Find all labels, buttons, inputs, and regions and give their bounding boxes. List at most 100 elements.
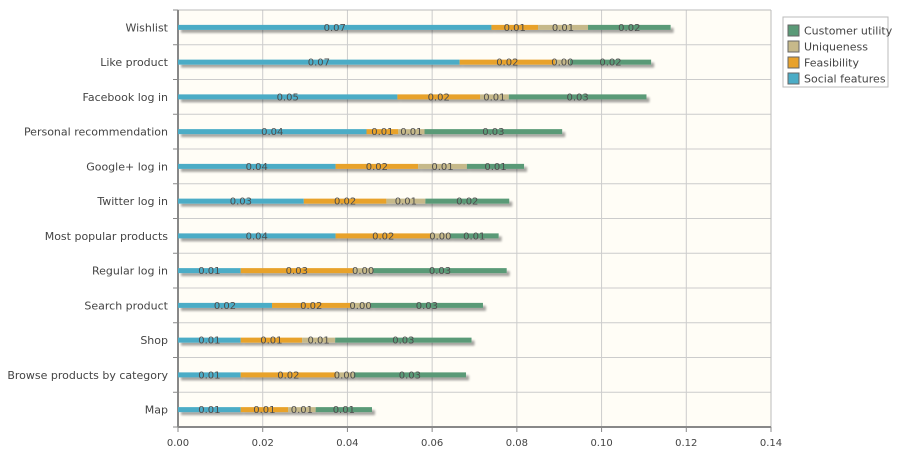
bar-segment [397,94,481,100]
category-label: Wishlist [125,21,168,34]
bar-segment [178,94,398,100]
legend-label: Uniqueness [804,41,868,54]
data-label: 0.02 [496,58,518,69]
data-label: 0.02 [456,197,478,208]
category-label: Regular log in [92,265,168,278]
category-labels: Wishlist Like product Facebook log in Perso… [7,21,168,416]
bar-stack [178,372,467,378]
bar-stack [178,163,525,169]
data-label: 0.02 [214,301,236,312]
bar-segment [178,233,336,239]
bar-segment [491,24,539,30]
segment-labels: 0.07 0.01 0.01 0.02 0.07 0.02 0.00 0.02 0.05 0.02… [198,23,640,416]
legend-label: Social features [804,73,886,86]
data-label: 0.01 [431,162,453,173]
bar-segment [430,233,450,239]
bar-segment [240,372,336,378]
x-tick-label: 0.00 [167,438,189,449]
bar-stack [178,198,510,204]
x-tick-label: 0.08 [506,438,528,449]
data-label: 0.02 [334,197,356,208]
x-tick-label: 0.10 [590,438,612,449]
data-label: 0.02 [618,23,640,34]
bar-segment [508,94,647,100]
data-label: 0.03 [567,92,589,103]
category-label: Map [145,404,168,417]
bar-segment [373,268,507,274]
legend-swatch [787,56,800,69]
bar-segment [178,24,492,30]
category-label: Search product [84,299,168,312]
bar-stack [178,302,483,308]
bar-segment [315,407,372,413]
bar-stack [178,94,647,100]
data-label: 0.01 [463,231,485,242]
bar-stack [178,407,372,413]
bar-segment [335,233,431,239]
legend-swatch [787,40,800,53]
bar-segment [178,59,460,65]
bar-segment [178,268,241,274]
bar-segment [335,337,472,343]
bar-segment [240,407,289,413]
data-label: 0.01 [395,197,417,208]
data-label: 0.01 [307,336,329,347]
data-label: 0.03 [429,266,451,277]
bar-segment [370,302,483,308]
data-label: 0.01 [198,266,220,277]
data-label: 0.02 [277,370,299,381]
data-label: 0.07 [308,58,330,69]
data-label: 0.04 [261,127,283,138]
category-label: Browse products by category [7,369,168,382]
data-label: 0.01 [504,23,526,34]
axes [173,9,772,432]
data-label: 0.03 [399,370,421,381]
data-label: 0.01 [371,127,393,138]
category-label: Shop [140,334,168,347]
bar-segment [588,24,671,30]
data-label: 0.03 [392,336,414,347]
bar-segment [418,163,467,169]
bar-segment [350,302,371,308]
x-tick-label: 0.04 [336,438,358,449]
bar-segment [569,59,652,65]
bar-segment [352,268,374,274]
bar-segment [353,372,467,378]
data-label: 0.01 [552,23,574,34]
data-label: 0.03 [416,301,438,312]
data-label: 0.00 [551,58,573,69]
data-label: 0.03 [286,266,308,277]
bar-segment [303,198,387,204]
bar-segment [240,337,303,343]
data-label: 0.01 [198,336,220,347]
legend: Customer utility Uniqueness Feasibility Soc… [782,16,893,88]
data-label: 0.02 [372,231,394,242]
bar-segment [178,163,336,169]
data-label: 0.01 [483,92,505,103]
bar-segment [424,129,563,135]
bar-stack [178,268,507,274]
bar-segment [386,198,426,204]
bar-stack [178,129,563,135]
category-label: Facebook log in [83,91,169,104]
bar-segment [538,24,589,30]
x-tick-label: 0.02 [252,438,274,449]
bar-segment [178,302,273,308]
bar-segment [178,198,304,204]
bar-stack [178,233,499,239]
data-label: 0.00 [349,301,371,312]
category-label: Twitter log in [96,195,168,208]
category-label: Google+ log in [86,160,168,173]
bar-segment [240,268,353,274]
x-tick-label: 0.12 [675,438,697,449]
bar-segment [554,59,570,65]
x-tick-label: 0.14 [760,438,782,449]
bar-segment [335,372,354,378]
x-tick-label: 0.06 [421,438,443,449]
legend-box [782,16,889,88]
bar-segment [178,129,367,135]
bar-segment [466,163,525,169]
bar-segment [178,372,241,378]
